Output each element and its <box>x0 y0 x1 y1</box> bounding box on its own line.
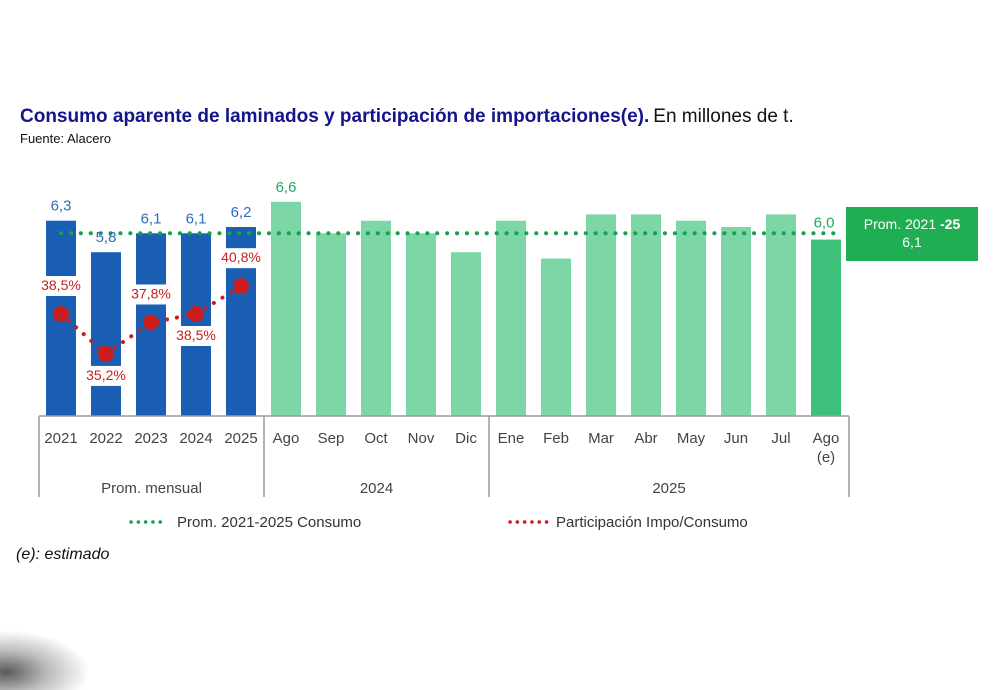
x-tick-label: 2024 <box>179 430 212 447</box>
bar-dic <box>451 252 481 416</box>
x-group-label: 2024 <box>360 480 393 497</box>
x-tick-label: 2022 <box>89 430 122 447</box>
share-point <box>233 278 249 295</box>
bar-feb <box>541 258 571 416</box>
bar-oct <box>361 220 391 416</box>
bar-value-label: 6,1 <box>141 210 162 227</box>
share-label-background <box>37 276 85 296</box>
chart-title-block: Consumo aparente de laminados y particip… <box>20 106 794 128</box>
x-tick-label: Ene <box>498 430 525 447</box>
x-tick-label: Ago <box>813 430 840 447</box>
share-label-background <box>172 326 220 346</box>
bar-value-label: 6,2 <box>231 204 252 221</box>
share-value-label: 38,5% <box>176 327 216 343</box>
bar-ene <box>496 220 526 416</box>
x-tick-label: (e) <box>817 449 835 466</box>
x-tick-label: Mar <box>588 430 614 447</box>
x-tick-label: 2023 <box>134 430 167 447</box>
share-value-label: 40,8% <box>221 249 261 265</box>
footnote: (e): estimado <box>16 546 110 563</box>
average-callout-box: Prom. 2021 -25 6,1 <box>846 207 978 261</box>
bar-value-label: 6,3 <box>51 198 72 215</box>
bar-may <box>676 220 706 416</box>
x-tick-label: Sep <box>318 430 345 447</box>
legend-label: Participación Impo/Consumo <box>556 514 748 531</box>
bar-2024 <box>181 233 211 416</box>
chart-title: Consumo aparente de laminados y particip… <box>20 106 650 127</box>
x-group-label: 2025 <box>652 480 685 497</box>
x-tick-label: Ago <box>273 430 300 447</box>
bar-sep <box>316 233 346 416</box>
share-label-background <box>82 365 130 386</box>
chart-source: Fuente: Alacero <box>20 131 112 146</box>
bar-ago <box>271 201 301 416</box>
x-tick-label: Dic <box>455 430 477 447</box>
x-tick-label: Oct <box>364 430 388 447</box>
share-line <box>59 284 243 357</box>
x-tick-label: 2025 <box>224 430 257 447</box>
bar-value-label: 6,0 <box>814 214 835 231</box>
x-tick-label: Feb <box>543 430 569 447</box>
average-callout-label-bold: -25 <box>940 216 961 232</box>
bar-value-label: 6,1 <box>186 210 207 227</box>
share-point <box>143 314 159 331</box>
bar-nov <box>406 233 436 416</box>
x-group-label: Prom. mensual <box>101 480 202 497</box>
chart-svg: 6,3 5,8 6,1 6,1 6,2 6,6 6,0 38,5% 35,2% 37,8% 38,5… <box>37 179 850 531</box>
share-value-label: 38,5% <box>41 277 81 293</box>
bar-value-label: 5,8 <box>96 229 117 246</box>
share-point <box>98 345 114 362</box>
share-point <box>188 306 204 322</box>
share-label-background <box>217 248 265 269</box>
bar-ago-e- <box>811 239 841 416</box>
share-label-background <box>127 284 175 305</box>
average-callout-title: Prom. 2021 -25 <box>846 215 978 233</box>
bar-abr <box>631 214 661 416</box>
x-tick-label: Jun <box>724 430 748 447</box>
share-value-label: 37,8% <box>131 285 171 301</box>
bar-jul <box>766 214 796 416</box>
background-smudge <box>0 630 90 690</box>
bar-mar <box>586 214 616 416</box>
bar-jun <box>721 227 751 416</box>
average-callout-label: Prom. 2021 <box>863 216 941 232</box>
x-tick-label: Jul <box>771 430 790 447</box>
legend-label: Prom. 2021-2025 Consumo <box>177 514 361 531</box>
average-callout-value: 6,1 <box>902 234 922 250</box>
share-value-label: 35,2% <box>86 367 126 383</box>
share-point <box>53 306 69 322</box>
bar-2022 <box>91 252 121 416</box>
x-tick-label: Nov <box>408 430 435 447</box>
bar-value-label: 6,6 <box>276 179 297 196</box>
chart-unit: En millones de t. <box>653 106 794 127</box>
x-tick-label: Abr <box>634 430 657 447</box>
x-tick-label: 2021 <box>44 430 77 447</box>
x-tick-label: May <box>677 430 706 447</box>
